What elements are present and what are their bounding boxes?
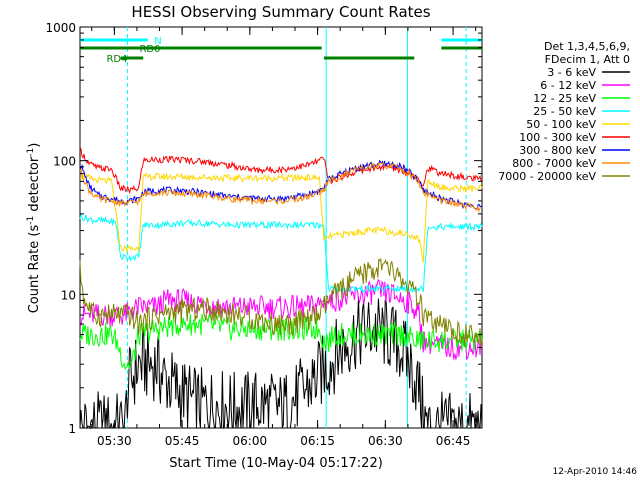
- footer-timestamp: 12-Apr-2010 14:46: [553, 467, 638, 477]
- legend-label-0: 3 - 6 keV: [547, 66, 596, 79]
- legend-label-5: 100 - 300 keV: [519, 131, 596, 144]
- axes: 1 10 100 1000 05:30 05:45 06:00 06:15 06:30 06:45: [45, 21, 482, 448]
- x-axis-label: Start Time (10-May-04 05:17:22): [169, 456, 383, 471]
- legend-label-2: 12 - 25 keV: [533, 92, 596, 105]
- x-tick-label-4: 06:30: [368, 434, 403, 448]
- x-tick-label-5: 06:45: [436, 434, 471, 448]
- legend-label-6: 300 - 800 keV: [519, 144, 596, 157]
- y-tick-label-2: 100: [53, 155, 76, 169]
- legend-label-1: 6 - 12 keV: [540, 79, 596, 92]
- state-label-N: N: [154, 36, 161, 47]
- x-tick-label-2: 06:00: [233, 434, 268, 448]
- series-line-7: [79, 161, 483, 213]
- legend-header-1: FDecim 1, Att 0: [545, 53, 630, 66]
- legend-label-7: 800 - 7000 keV: [512, 157, 596, 170]
- y-tick-label-1: 10: [61, 288, 76, 302]
- chart-title: HESSI Observing Summary Count Rates: [131, 3, 430, 21]
- series-line-6: [79, 159, 483, 211]
- legend: Det 1,3,4,5,6,9,FDecim 1, Att 03 - 6 keV…: [498, 40, 630, 183]
- state-label-RD0: RD0: [139, 44, 160, 55]
- legend-label-3: 25 - 50 keV: [533, 105, 596, 118]
- series-lines: [79, 146, 483, 430]
- series-line-1: [79, 278, 483, 361]
- series-line-3: [79, 213, 483, 294]
- plot-frame: [79, 26, 483, 429]
- series-line-0: [79, 296, 483, 430]
- x-tick-label-1: 05:45: [165, 434, 200, 448]
- legend-header-0: Det 1,3,4,5,6,9,: [544, 40, 630, 53]
- y-axis-label: Count Rate (s-1 detector-1): [26, 143, 42, 314]
- legend-label-8: 7000 - 20000 keV: [498, 170, 596, 183]
- x-tick-label-0: 05:30: [97, 434, 132, 448]
- y-tick-label-0: 1: [68, 422, 76, 436]
- series-line-4: [79, 172, 483, 263]
- legend-label-4: 50 - 100 keV: [526, 118, 596, 131]
- series-line-8: [79, 257, 483, 348]
- x-tick-label-3: 06:15: [300, 434, 335, 448]
- y-tick-label-3: 1000: [45, 21, 76, 35]
- state-label-RD4: RD4: [106, 54, 127, 65]
